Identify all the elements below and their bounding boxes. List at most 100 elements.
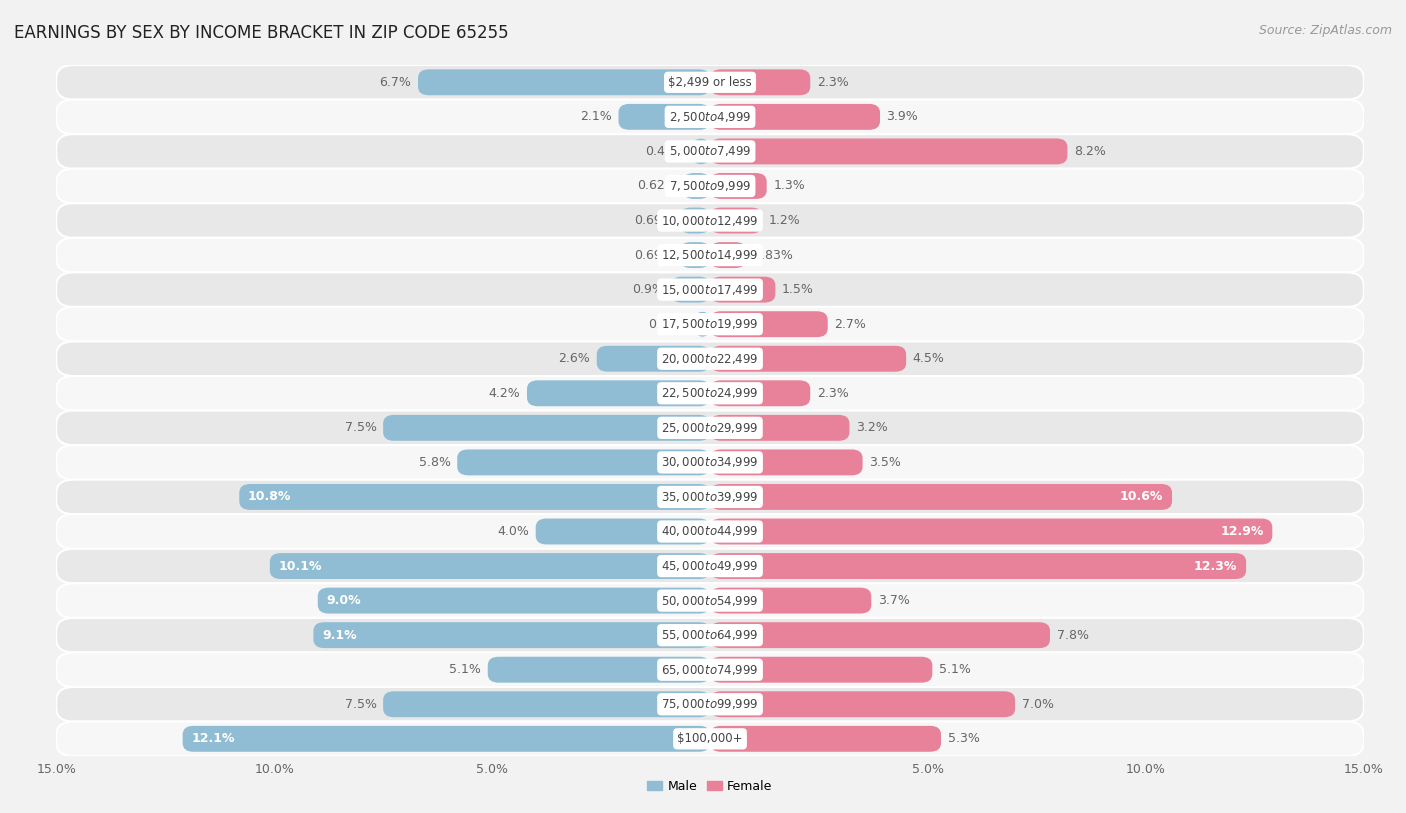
FancyBboxPatch shape bbox=[56, 65, 1364, 99]
Text: 12.9%: 12.9% bbox=[1220, 525, 1264, 538]
Text: 7.8%: 7.8% bbox=[1056, 628, 1088, 641]
FancyBboxPatch shape bbox=[382, 415, 710, 441]
FancyBboxPatch shape bbox=[710, 519, 1272, 545]
FancyBboxPatch shape bbox=[56, 272, 1364, 307]
Text: $10,000 to $12,499: $10,000 to $12,499 bbox=[661, 214, 759, 228]
FancyBboxPatch shape bbox=[681, 242, 710, 268]
FancyBboxPatch shape bbox=[710, 484, 1173, 510]
FancyBboxPatch shape bbox=[710, 242, 747, 268]
FancyBboxPatch shape bbox=[710, 691, 1015, 717]
Text: 3.9%: 3.9% bbox=[887, 111, 918, 124]
Text: 5.8%: 5.8% bbox=[419, 456, 451, 469]
Text: $35,000 to $39,999: $35,000 to $39,999 bbox=[661, 490, 759, 504]
Text: 5.1%: 5.1% bbox=[450, 663, 481, 676]
Text: 9.0%: 9.0% bbox=[326, 594, 361, 607]
FancyBboxPatch shape bbox=[56, 652, 1364, 687]
FancyBboxPatch shape bbox=[695, 311, 710, 337]
Text: 1.5%: 1.5% bbox=[782, 283, 814, 296]
FancyBboxPatch shape bbox=[683, 173, 710, 199]
FancyBboxPatch shape bbox=[710, 415, 849, 441]
FancyBboxPatch shape bbox=[56, 341, 1364, 376]
Text: $7,500 to $9,999: $7,500 to $9,999 bbox=[669, 179, 751, 193]
Text: $55,000 to $64,999: $55,000 to $64,999 bbox=[661, 628, 759, 642]
Text: 12.3%: 12.3% bbox=[1194, 559, 1237, 572]
Text: 3.2%: 3.2% bbox=[856, 421, 887, 434]
FancyBboxPatch shape bbox=[710, 450, 862, 476]
Text: $17,500 to $19,999: $17,500 to $19,999 bbox=[661, 317, 759, 331]
FancyBboxPatch shape bbox=[710, 346, 905, 372]
FancyBboxPatch shape bbox=[239, 484, 710, 510]
FancyBboxPatch shape bbox=[56, 722, 1364, 756]
FancyBboxPatch shape bbox=[710, 311, 828, 337]
FancyBboxPatch shape bbox=[56, 480, 1364, 515]
Text: 3.7%: 3.7% bbox=[877, 594, 910, 607]
Text: 2.3%: 2.3% bbox=[817, 387, 849, 400]
FancyBboxPatch shape bbox=[314, 622, 710, 648]
FancyBboxPatch shape bbox=[56, 446, 1364, 480]
Text: 1.2%: 1.2% bbox=[769, 214, 800, 227]
Text: EARNINGS BY SEX BY INCOME BRACKET IN ZIP CODE 65255: EARNINGS BY SEX BY INCOME BRACKET IN ZIP… bbox=[14, 24, 509, 42]
Text: 9.1%: 9.1% bbox=[322, 628, 357, 641]
FancyBboxPatch shape bbox=[56, 549, 1364, 584]
Text: 0.69%: 0.69% bbox=[634, 249, 673, 262]
FancyBboxPatch shape bbox=[56, 237, 1364, 272]
FancyBboxPatch shape bbox=[710, 138, 1067, 164]
Text: 2.7%: 2.7% bbox=[834, 318, 866, 331]
FancyBboxPatch shape bbox=[681, 207, 710, 233]
FancyBboxPatch shape bbox=[56, 169, 1364, 203]
Text: $50,000 to $54,999: $50,000 to $54,999 bbox=[661, 593, 759, 607]
Text: 2.3%: 2.3% bbox=[817, 76, 849, 89]
FancyBboxPatch shape bbox=[56, 618, 1364, 652]
Text: 7.5%: 7.5% bbox=[344, 421, 377, 434]
FancyBboxPatch shape bbox=[710, 588, 872, 614]
FancyBboxPatch shape bbox=[56, 687, 1364, 722]
Text: $22,500 to $24,999: $22,500 to $24,999 bbox=[661, 386, 759, 400]
Text: $30,000 to $34,999: $30,000 to $34,999 bbox=[661, 455, 759, 469]
FancyBboxPatch shape bbox=[671, 276, 710, 302]
Text: 7.0%: 7.0% bbox=[1022, 698, 1053, 711]
Text: $15,000 to $17,499: $15,000 to $17,499 bbox=[661, 283, 759, 297]
FancyBboxPatch shape bbox=[56, 584, 1364, 618]
Text: 6.7%: 6.7% bbox=[380, 76, 412, 89]
Text: 5.3%: 5.3% bbox=[948, 733, 980, 746]
Text: 8.2%: 8.2% bbox=[1074, 145, 1107, 158]
FancyBboxPatch shape bbox=[56, 411, 1364, 446]
Text: 4.0%: 4.0% bbox=[498, 525, 529, 538]
FancyBboxPatch shape bbox=[527, 380, 710, 406]
Text: $100,000+: $100,000+ bbox=[678, 733, 742, 746]
FancyBboxPatch shape bbox=[710, 622, 1050, 648]
Text: $75,000 to $99,999: $75,000 to $99,999 bbox=[661, 698, 759, 711]
Legend: Male, Female: Male, Female bbox=[643, 776, 778, 798]
Text: 0.62%: 0.62% bbox=[637, 180, 676, 193]
FancyBboxPatch shape bbox=[710, 726, 941, 752]
Text: 4.2%: 4.2% bbox=[489, 387, 520, 400]
FancyBboxPatch shape bbox=[692, 138, 710, 164]
FancyBboxPatch shape bbox=[710, 553, 1246, 579]
FancyBboxPatch shape bbox=[710, 104, 880, 130]
FancyBboxPatch shape bbox=[710, 657, 932, 683]
Text: $25,000 to $29,999: $25,000 to $29,999 bbox=[661, 421, 759, 435]
Text: 10.8%: 10.8% bbox=[247, 490, 291, 503]
FancyBboxPatch shape bbox=[56, 307, 1364, 341]
FancyBboxPatch shape bbox=[56, 515, 1364, 549]
Text: 0.35%: 0.35% bbox=[648, 318, 689, 331]
Text: $45,000 to $49,999: $45,000 to $49,999 bbox=[661, 559, 759, 573]
FancyBboxPatch shape bbox=[457, 450, 710, 476]
Text: $12,500 to $14,999: $12,500 to $14,999 bbox=[661, 248, 759, 262]
Text: 4.5%: 4.5% bbox=[912, 352, 945, 365]
FancyBboxPatch shape bbox=[710, 276, 776, 302]
FancyBboxPatch shape bbox=[710, 380, 810, 406]
Text: 10.1%: 10.1% bbox=[278, 559, 322, 572]
FancyBboxPatch shape bbox=[183, 726, 710, 752]
FancyBboxPatch shape bbox=[536, 519, 710, 545]
FancyBboxPatch shape bbox=[56, 376, 1364, 411]
FancyBboxPatch shape bbox=[56, 99, 1364, 134]
Text: $2,499 or less: $2,499 or less bbox=[668, 76, 752, 89]
FancyBboxPatch shape bbox=[710, 69, 810, 95]
FancyBboxPatch shape bbox=[56, 134, 1364, 169]
FancyBboxPatch shape bbox=[56, 203, 1364, 237]
Text: 0.9%: 0.9% bbox=[633, 283, 664, 296]
Text: 2.6%: 2.6% bbox=[558, 352, 591, 365]
Text: 7.5%: 7.5% bbox=[344, 698, 377, 711]
Text: 2.1%: 2.1% bbox=[581, 111, 612, 124]
